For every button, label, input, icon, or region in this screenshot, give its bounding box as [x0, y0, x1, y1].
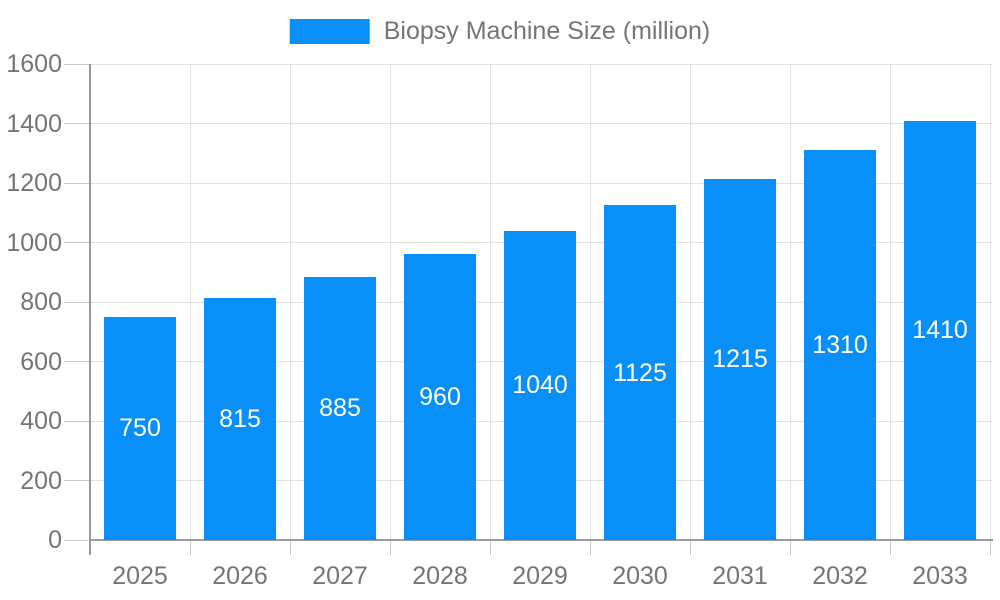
y-axis-tick [64, 63, 90, 65]
gridline-vertical [789, 64, 791, 540]
y-axis-tick [64, 420, 90, 422]
bar[interactable]: 960 [404, 254, 476, 540]
bar[interactable]: 1410 [904, 120, 976, 540]
bar[interactable]: 1215 [704, 178, 776, 540]
y-axis-tick [64, 361, 90, 362]
gridline-vertical [689, 64, 691, 540]
gridline-horizontal [90, 123, 992, 124]
y-axis-label: 0 [48, 526, 62, 554]
gridline-horizontal [90, 63, 992, 65]
bar-value-label: 885 [319, 394, 361, 423]
legend: Biopsy Machine Size (million) [289, 17, 711, 45]
x-axis-tick [589, 540, 591, 555]
y-axis-tick [64, 123, 90, 124]
gridline-vertical [889, 64, 891, 540]
x-axis-tick [189, 540, 191, 555]
bar-value-label: 1040 [512, 371, 568, 400]
gridline-horizontal [90, 182, 992, 184]
bar-value-label: 1310 [812, 331, 868, 360]
x-axis-label: 2032 [812, 562, 868, 590]
x-axis-tick [989, 540, 991, 555]
y-axis-label: 1000 [6, 228, 62, 257]
bar-value-label: 1125 [613, 358, 667, 387]
bar[interactable]: 815 [204, 297, 276, 540]
x-axis-label: 2025 [112, 562, 168, 590]
gridline-vertical [289, 64, 291, 540]
bar-value-label: 815 [219, 404, 261, 433]
x-axis-tick [289, 540, 291, 555]
gridline-vertical [489, 64, 491, 540]
bar[interactable]: 1310 [804, 150, 876, 540]
bar-value-label: 960 [419, 383, 461, 412]
y-axis-tick [64, 182, 90, 184]
x-axis-line [90, 539, 993, 541]
gridline-vertical [189, 64, 191, 540]
x-axis-tick [789, 540, 791, 555]
x-axis-tick [489, 540, 491, 555]
y-axis-label: 200 [20, 466, 62, 495]
x-axis-label: 2029 [512, 562, 568, 590]
y-axis-label: 1400 [6, 109, 62, 138]
legend-swatch [289, 18, 370, 44]
y-axis-tick [64, 539, 90, 541]
gridline-vertical [589, 64, 591, 540]
y-axis-label: 800 [20, 288, 62, 316]
x-axis-label: 2030 [612, 562, 668, 590]
x-axis-tick [689, 540, 691, 555]
y-axis-label: 600 [20, 347, 62, 376]
y-axis-tick [64, 301, 90, 303]
x-axis-label: 2027 [312, 562, 368, 590]
x-axis-label: 2033 [912, 562, 968, 590]
bar[interactable]: 750 [104, 316, 176, 540]
x-axis-label: 2026 [212, 562, 268, 590]
y-axis-line [89, 64, 91, 555]
gridline-vertical [989, 64, 991, 540]
y-axis-label: 1200 [6, 169, 62, 197]
bar-value-label: 750 [119, 414, 161, 443]
y-axis-label: 1600 [6, 50, 62, 78]
bar-value-label: 1215 [712, 345, 768, 374]
bar[interactable]: 885 [304, 276, 376, 540]
y-axis-tick [64, 242, 90, 243]
bar[interactable]: 1125 [604, 205, 676, 540]
bar[interactable]: 1040 [504, 230, 576, 540]
bar-value-label: 1410 [912, 316, 968, 345]
legend-label: Biopsy Machine Size (million) [383, 17, 711, 45]
x-axis-label: 2028 [412, 562, 468, 590]
gridline-vertical [389, 64, 391, 540]
y-axis-tick [64, 480, 90, 481]
x-axis-label: 2031 [712, 562, 768, 590]
y-axis-label: 400 [20, 407, 62, 435]
x-axis-tick [889, 540, 891, 555]
x-axis-tick [389, 540, 391, 555]
legend-item[interactable]: Biopsy Machine Size (million) [289, 17, 711, 45]
